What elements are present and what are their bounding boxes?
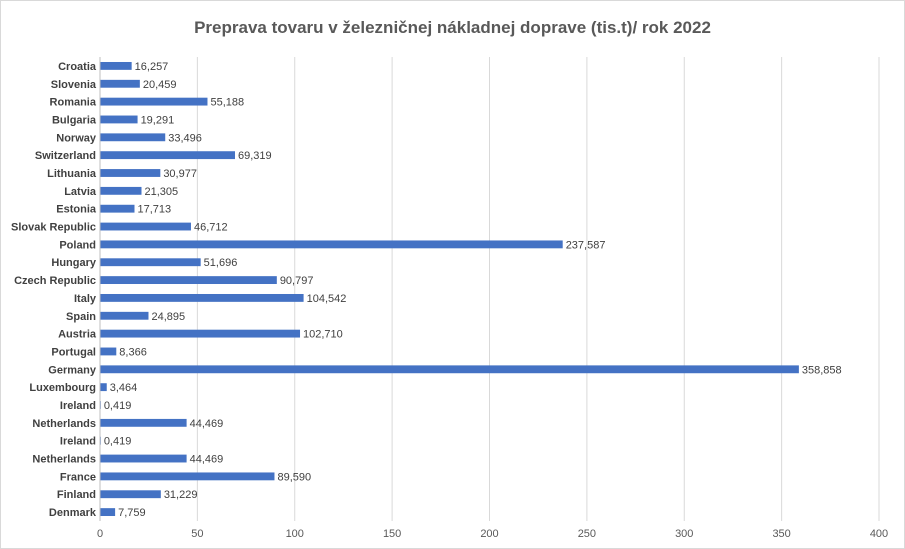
category-label: Netherlands [32, 454, 96, 466]
data-label: 8,366 [119, 346, 147, 358]
category-label: Ireland [60, 400, 96, 412]
category-label: Ireland [60, 436, 96, 448]
data-label: 3,464 [110, 382, 138, 394]
data-label: 17,713 [137, 204, 171, 216]
x-tick-label: 200 [480, 528, 498, 540]
data-label: 31,229 [164, 489, 198, 501]
category-label: Austria [58, 329, 97, 341]
bar [100, 329, 301, 338]
data-label: 358,858 [802, 364, 842, 376]
data-label: 30,977 [163, 168, 197, 180]
category-label: Italy [74, 293, 97, 305]
bar [100, 490, 161, 499]
data-label: 0,419 [104, 436, 132, 448]
category-label: Luxembourg [29, 382, 96, 394]
x-tick-label: 100 [286, 528, 304, 540]
category-label: Croatia [58, 61, 97, 73]
bar [100, 472, 275, 481]
bar [100, 240, 563, 249]
data-label: 33,496 [168, 132, 202, 144]
data-label: 102,710 [303, 329, 343, 341]
data-label: 20,459 [143, 79, 177, 91]
bar [100, 311, 149, 320]
data-label: 89,590 [277, 471, 311, 483]
x-tick-label: 350 [772, 528, 790, 540]
category-label: Czech Republic [14, 275, 96, 287]
data-label: 7,759 [118, 507, 146, 519]
bar [100, 115, 138, 124]
bar [100, 276, 277, 285]
category-label: Estonia [56, 204, 97, 216]
bar [100, 186, 142, 195]
bar [100, 169, 161, 177]
data-label: 44,469 [190, 418, 224, 430]
bar [100, 365, 799, 374]
category-label: Portugal [51, 346, 96, 358]
gridlines [99, 57, 880, 521]
bar [100, 61, 132, 70]
category-label: Latvia [64, 186, 97, 198]
bar [100, 79, 140, 88]
category-label: Switzerland [35, 150, 96, 162]
category-label: Romania [50, 97, 97, 109]
data-label: 19,291 [141, 114, 175, 126]
bars [100, 61, 799, 517]
x-axis-ticks: 0 50 100 150 200 250 300 350 400 [97, 528, 888, 540]
data-label: 104,542 [307, 293, 347, 305]
category-label: Netherlands [32, 418, 96, 430]
category-label: Finland [57, 489, 96, 501]
bar [100, 97, 208, 106]
category-label: Germany [48, 364, 97, 376]
bar [100, 258, 201, 267]
chart-title: Preprava tovaru v železničnej nákladnej … [194, 18, 711, 37]
x-tick-label: 0 [97, 528, 103, 540]
category-labels: Croatia Slovenia Romania Bulgaria Norway Swit… [11, 61, 97, 519]
category-label: Poland [59, 239, 96, 251]
bar [100, 508, 116, 517]
bar [100, 383, 107, 392]
category-label: Slovak Republic [11, 222, 96, 234]
x-tick-label: 400 [870, 528, 888, 540]
bar [100, 293, 304, 302]
bar [100, 418, 187, 427]
category-label: Denmark [49, 507, 97, 519]
data-label: 44,469 [190, 454, 224, 466]
bar [100, 151, 235, 160]
data-label: 69,319 [238, 150, 272, 162]
data-label: 16,257 [135, 61, 169, 73]
x-tick-label: 50 [191, 528, 203, 540]
x-tick-label: 250 [578, 528, 596, 540]
category-label: Hungary [51, 257, 97, 269]
x-tick-label: 150 [383, 528, 401, 540]
data-label: 21,305 [144, 186, 178, 198]
category-label: Norway [56, 132, 97, 144]
bar [100, 204, 135, 213]
bar [100, 222, 191, 231]
bar [100, 133, 166, 142]
data-label: 90,797 [280, 275, 314, 287]
data-labels: 16,257 20,459 55,188 19,291 33,496 69,319 30,9… [104, 61, 842, 519]
category-label: France [60, 471, 96, 483]
data-label: 51,696 [204, 257, 238, 269]
data-label: 55,188 [210, 97, 244, 109]
bar [100, 454, 187, 463]
category-label: Bulgaria [52, 114, 97, 126]
bar [100, 347, 117, 356]
x-tick-label: 300 [675, 528, 693, 540]
category-label: Spain [66, 311, 96, 323]
data-label: 0,419 [104, 400, 132, 412]
data-label: 237,587 [566, 239, 606, 251]
data-label: 46,712 [194, 222, 228, 234]
category-label: Lithuania [47, 168, 97, 180]
data-label: 24,895 [151, 311, 185, 323]
category-label: Slovenia [51, 79, 97, 91]
